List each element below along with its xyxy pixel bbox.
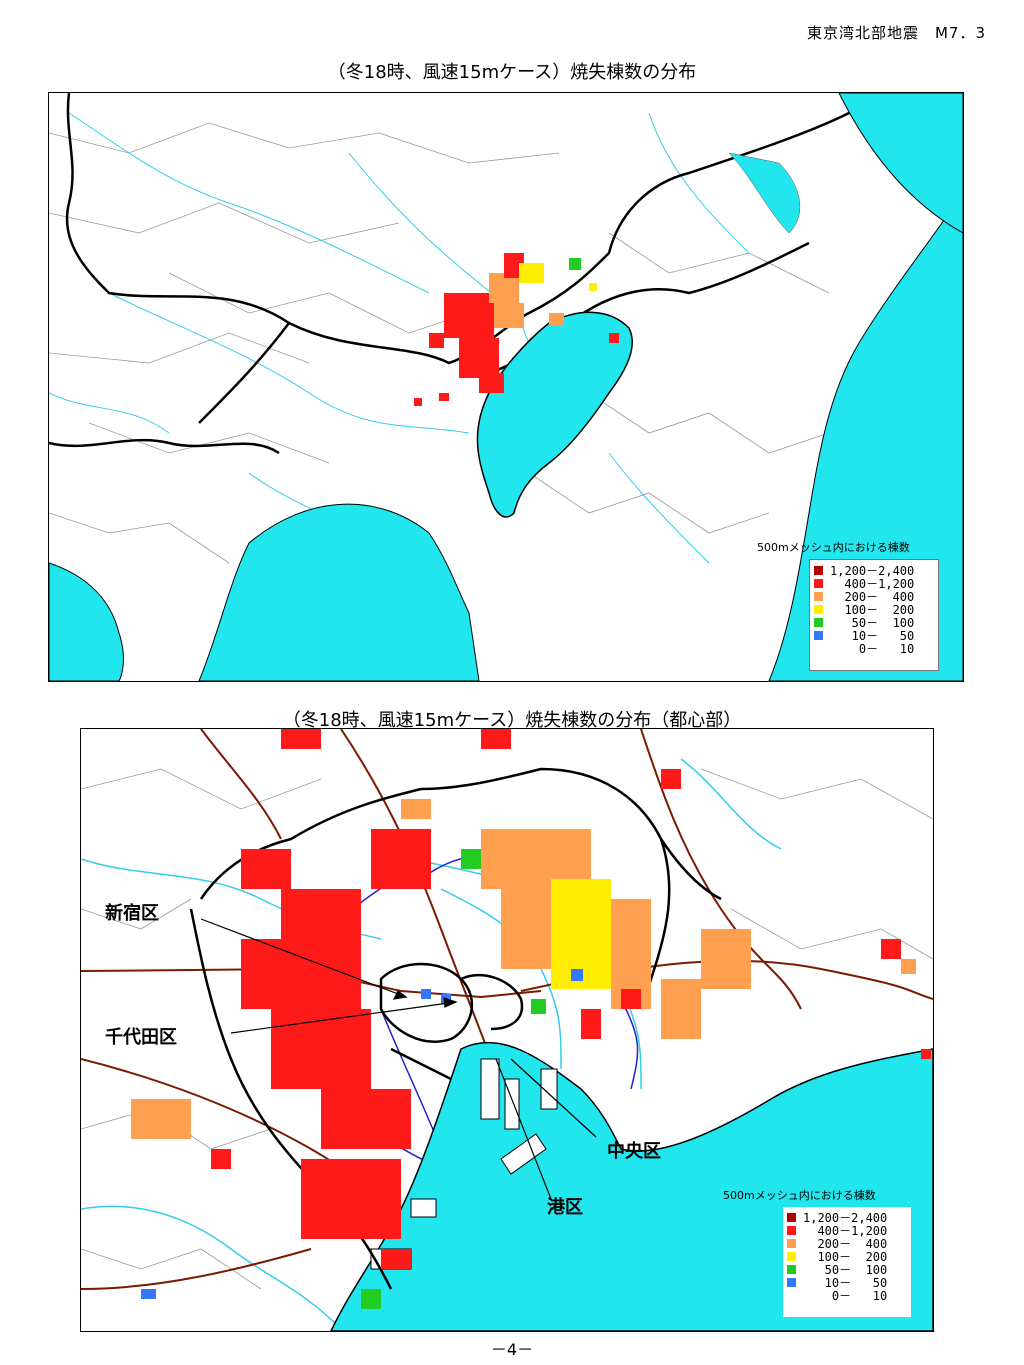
legend-row: 0－ 10 [810, 642, 938, 656]
legend-label: 0－ 10 [830, 642, 915, 656]
chuo-arrow [510, 1058, 597, 1138]
legend-swatch [814, 631, 823, 640]
legend-swatch [814, 566, 823, 575]
legend-label: 200－ 400 [830, 590, 915, 604]
legend-row: 50－ 100 [783, 1263, 911, 1277]
regional-legend: 1,200－2,400 400－1,200 200－ 400 100－ 200 … [809, 559, 939, 671]
legend-label: 10－ 50 [803, 1276, 888, 1290]
rivers [49, 112, 750, 564]
legend-label: 1,200－2,400 [803, 1211, 888, 1225]
ward-label-minato: 港区 [547, 1197, 583, 1218]
ward-label-arrows [200, 918, 597, 1200]
earthquake-label: 東京湾北部地震 M7．3 [806, 24, 986, 42]
shinjuku-arrow [200, 918, 407, 998]
lake-kasumigaura [728, 152, 801, 234]
ward-label-chuo: 中央区 [607, 1141, 661, 1162]
regional-legend-title: 500mメッシュ内における棟数 [757, 541, 910, 554]
sagami-bay [198, 503, 480, 681]
central-map[interactable]: 新宿区 千代田区 中央区 港区 500mメッシュ内における棟数 1,200－2,… [80, 728, 934, 1332]
legend-label: 200－ 400 [803, 1237, 888, 1251]
ward-label-shinjuku: 新宿区 [105, 903, 159, 924]
legend-row: 400－1,200 [783, 1224, 911, 1238]
legend-row: 1,200－2,400 [783, 1211, 911, 1225]
chiyoda-arrow [230, 1001, 457, 1034]
legend-row: 100－ 200 [783, 1250, 911, 1264]
legend-swatch [814, 644, 823, 653]
legend-row: 50－ 100 [810, 616, 938, 630]
regional-map-title: （冬18時、風速15mケース）焼失棟数の分布 [327, 62, 697, 83]
legend-label: 400－1,200 [803, 1224, 888, 1238]
damage-cluster-regional [414, 253, 619, 406]
legend-label: 10－ 50 [830, 629, 915, 643]
legend-row: 100－ 200 [810, 603, 938, 617]
legend-label: 100－ 200 [830, 603, 915, 617]
legend-swatch [787, 1239, 796, 1248]
legend-label: 100－ 200 [803, 1250, 888, 1264]
legend-row: 10－ 50 [783, 1276, 911, 1290]
legend-row: 1,200－2,400 [810, 564, 938, 578]
chiyoda-arrowhead [443, 997, 458, 1008]
tokyo-bay [476, 311, 633, 518]
legend-swatch [787, 1252, 796, 1261]
legend-swatch [787, 1213, 796, 1222]
kashima-sea [838, 93, 963, 234]
legend-row: 200－ 400 [810, 590, 938, 604]
prefecture-boundaries [49, 93, 861, 455]
legend-label: 0－ 10 [803, 1289, 888, 1303]
legend-swatch [787, 1278, 796, 1287]
central-legend-title: 500mメッシュ内における棟数 [723, 1189, 876, 1202]
page-number: －4－ [490, 1340, 534, 1359]
legend-label: 1,200－2,400 [830, 564, 915, 578]
legend-swatch [814, 592, 823, 601]
shinjuku-arrowhead [392, 990, 408, 1000]
legend-swatch [814, 579, 823, 588]
legend-swatch [787, 1265, 796, 1274]
legend-row: 200－ 400 [783, 1237, 911, 1251]
legend-label: 50－ 100 [830, 616, 915, 630]
legend-row: 10－ 50 [810, 629, 938, 643]
legend-swatch [787, 1226, 796, 1235]
damage-cells-central [131, 729, 931, 1309]
central-legend: 1,200－2,400 400－1,200 200－ 400 100－ 200 … [783, 1207, 911, 1317]
legend-label: 400－1,200 [830, 577, 915, 591]
legend-row: 0－ 10 [783, 1289, 911, 1303]
legend-row: 400－1,200 [810, 577, 938, 591]
minato-arrow [495, 1058, 552, 1200]
suruga-bay [49, 562, 124, 681]
legend-swatch [787, 1291, 796, 1300]
ward-label-chiyoda: 千代田区 [105, 1027, 177, 1048]
central-map-title: （冬18時、風速15mケース）焼失棟数の分布（都心部） [282, 710, 742, 731]
legend-swatch [814, 605, 823, 614]
legend-label: 50－ 100 [803, 1263, 888, 1277]
regional-map[interactable]: 500mメッシュ内における棟数 1,200－2,400 400－1,200 20… [48, 92, 964, 682]
legend-swatch [814, 618, 823, 627]
central-map-canvas [81, 729, 933, 1331]
